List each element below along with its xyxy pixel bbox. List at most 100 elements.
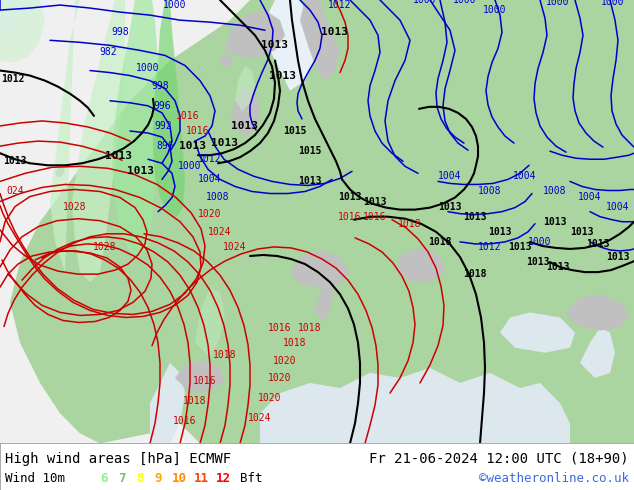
Text: 1004: 1004 (438, 172, 462, 181)
Polygon shape (580, 327, 615, 378)
Text: ©weatheronline.co.uk: ©weatheronline.co.uk (479, 472, 629, 485)
Text: 1028: 1028 (93, 242, 117, 252)
Text: 1013: 1013 (269, 71, 297, 80)
Text: 1004: 1004 (606, 201, 630, 212)
Text: 1013: 1013 (508, 242, 532, 252)
Text: 1016: 1016 (268, 322, 292, 333)
Text: 1013: 1013 (586, 239, 610, 249)
Text: 1000: 1000 (483, 5, 507, 15)
Text: 1013: 1013 (488, 227, 512, 237)
Text: 7: 7 (118, 472, 126, 485)
Polygon shape (0, 0, 45, 63)
Text: 1004: 1004 (578, 192, 602, 201)
Text: 1024: 1024 (223, 242, 247, 252)
Text: 1020: 1020 (258, 393, 281, 403)
Polygon shape (153, 0, 185, 217)
Text: 1012: 1012 (478, 242, 501, 252)
Polygon shape (60, 188, 67, 196)
Text: 1008: 1008 (478, 187, 501, 196)
Text: 1020: 1020 (198, 209, 222, 219)
Text: 1013: 1013 (570, 227, 594, 237)
Text: 1013: 1013 (261, 40, 288, 50)
Text: 1018: 1018 (463, 269, 487, 279)
Polygon shape (290, 250, 350, 287)
Text: 1016: 1016 (176, 111, 200, 121)
Polygon shape (235, 66, 255, 111)
Text: 1013: 1013 (231, 121, 257, 131)
Text: 1000: 1000 (601, 0, 624, 7)
Text: 1008: 1008 (206, 192, 230, 201)
Text: 1013: 1013 (547, 262, 570, 272)
Polygon shape (265, 0, 320, 91)
Polygon shape (112, 0, 160, 257)
Text: 1013: 1013 (3, 156, 27, 166)
Text: 896: 896 (156, 141, 174, 151)
Text: 1013: 1013 (179, 141, 205, 151)
Text: 1013: 1013 (438, 201, 462, 212)
Text: 1008: 1008 (543, 187, 567, 196)
Polygon shape (260, 368, 570, 443)
Text: 1013: 1013 (105, 151, 131, 161)
Polygon shape (300, 0, 340, 81)
Text: 10: 10 (172, 472, 187, 485)
Polygon shape (218, 55, 232, 68)
Text: Bft: Bft (240, 472, 262, 485)
Text: High wind areas [hPa] ECMWF: High wind areas [hPa] ECMWF (5, 452, 231, 466)
Text: 1016: 1016 (186, 126, 210, 136)
Text: 1018: 1018 (428, 237, 452, 247)
Text: 1013: 1013 (463, 212, 487, 221)
Text: 1016: 1016 (173, 416, 197, 426)
Text: 11: 11 (194, 472, 209, 485)
Polygon shape (0, 161, 20, 443)
Text: 1015: 1015 (298, 146, 321, 156)
Text: 1013: 1013 (339, 192, 362, 201)
Text: 998: 998 (151, 81, 169, 91)
Text: 1013: 1013 (298, 176, 321, 186)
Polygon shape (150, 363, 185, 443)
Polygon shape (50, 0, 80, 272)
Text: 1018: 1018 (283, 338, 307, 348)
Text: 1000: 1000 (136, 63, 160, 73)
Text: 992: 992 (154, 121, 172, 131)
Polygon shape (225, 10, 285, 58)
Text: 1013: 1013 (127, 166, 153, 176)
Polygon shape (315, 272, 335, 322)
Text: 1018: 1018 (298, 322, 321, 333)
Text: 1020: 1020 (273, 356, 297, 366)
Text: 1004: 1004 (514, 172, 537, 181)
Text: 982: 982 (99, 48, 117, 57)
Text: 1018: 1018 (213, 350, 236, 360)
Text: 1018: 1018 (398, 219, 422, 229)
Text: 1015: 1015 (283, 126, 307, 136)
Text: 1000: 1000 (453, 0, 477, 5)
Polygon shape (55, 166, 65, 177)
Text: 1012: 1012 (198, 154, 222, 164)
Text: 1016: 1016 (363, 212, 387, 221)
Text: 1000: 1000 (163, 0, 187, 10)
Text: 1024: 1024 (208, 227, 232, 237)
Text: 8: 8 (136, 472, 143, 485)
Text: 1013: 1013 (321, 27, 349, 37)
Text: 1028: 1028 (63, 201, 87, 212)
Text: 12: 12 (216, 472, 231, 485)
Text: Fr 21-06-2024 12:00 UTC (18+90): Fr 21-06-2024 12:00 UTC (18+90) (370, 452, 629, 466)
Polygon shape (195, 287, 225, 358)
Text: 1013: 1013 (606, 252, 630, 262)
Text: 1000: 1000 (547, 0, 570, 7)
Polygon shape (230, 86, 260, 136)
Polygon shape (175, 361, 225, 393)
Text: 1013: 1013 (363, 196, 387, 207)
Text: 1013: 1013 (526, 257, 550, 267)
Text: 1000: 1000 (178, 161, 202, 172)
Text: 024: 024 (6, 187, 24, 196)
Text: 9: 9 (154, 472, 162, 485)
Polygon shape (0, 0, 50, 40)
Text: 1004: 1004 (198, 174, 222, 184)
Text: 1013: 1013 (543, 217, 567, 227)
Polygon shape (0, 0, 250, 443)
Text: 1020: 1020 (268, 373, 292, 383)
Text: 1018: 1018 (183, 396, 207, 406)
Text: 6: 6 (100, 472, 108, 485)
Text: 1016: 1016 (193, 376, 217, 386)
Text: 1024: 1024 (249, 413, 272, 423)
